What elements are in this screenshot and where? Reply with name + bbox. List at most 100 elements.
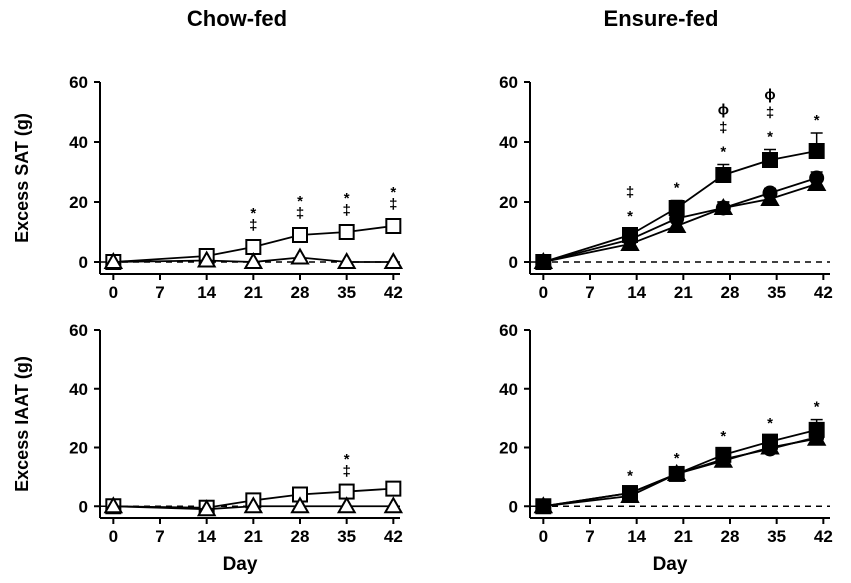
data-point-square xyxy=(385,480,402,497)
column-title-ensure: Ensure-fed xyxy=(604,6,719,31)
data-point-triangle xyxy=(713,450,734,468)
data-point-triangle xyxy=(806,428,827,446)
y-tick-label: 20 xyxy=(69,439,88,458)
data-point-triangle xyxy=(666,463,687,481)
data-point-triangle xyxy=(760,437,780,455)
x-tick-label: 35 xyxy=(767,527,786,546)
significance-mark: ‡ xyxy=(719,120,727,137)
data-point-square xyxy=(292,227,308,243)
y-axis-label: Excess IAAT (g) xyxy=(12,356,32,492)
x-tick-label: 42 xyxy=(384,527,403,546)
x-tick-label: 42 xyxy=(814,527,833,546)
data-point-triangle xyxy=(713,197,734,215)
series-line xyxy=(543,437,817,508)
significance-mark: ‡ xyxy=(342,202,350,219)
data-point-triangle xyxy=(103,251,124,269)
significance-mark: * xyxy=(814,399,820,416)
x-tick-label: 28 xyxy=(721,527,740,546)
x-tick-label: 0 xyxy=(109,283,118,302)
data-point-square xyxy=(245,239,262,255)
y-tick-label: 40 xyxy=(499,133,518,152)
data-point-triangle xyxy=(383,251,404,269)
x-tick-label: 42 xyxy=(384,283,403,302)
data-point-triangle xyxy=(103,496,124,514)
significance-mark: ϕ xyxy=(764,87,775,104)
x-tick-label: 42 xyxy=(814,283,833,302)
data-point-triangle xyxy=(383,496,404,514)
data-point-square xyxy=(385,218,402,234)
data-point-triangle xyxy=(760,188,780,206)
significance-mark: * xyxy=(627,208,633,225)
x-tick-label: 7 xyxy=(155,283,164,302)
y-tick-label: 60 xyxy=(499,321,518,340)
y-tick-label: 60 xyxy=(499,73,518,92)
series-line xyxy=(543,177,817,263)
significance-mark: * xyxy=(814,112,820,129)
x-tick-label: 14 xyxy=(627,527,646,546)
significance-mark: ‡ xyxy=(766,105,774,122)
x-tick-label: 7 xyxy=(585,527,594,546)
significance-mark: * xyxy=(767,129,773,146)
series-filled-square xyxy=(535,132,825,270)
y-tick-label: 60 xyxy=(69,321,88,340)
x-tick-label: 21 xyxy=(674,527,693,546)
y-tick-label: 0 xyxy=(509,497,518,516)
x-tick-label: 14 xyxy=(197,283,216,302)
y-tick-label: 60 xyxy=(69,73,88,92)
x-tick-label: 21 xyxy=(244,527,263,546)
x-tick-label: 35 xyxy=(337,527,356,546)
data-point-triangle xyxy=(290,496,310,514)
x-tick-label: 0 xyxy=(539,527,548,546)
y-tick-label: 20 xyxy=(499,193,518,212)
x-tick-label: 28 xyxy=(721,283,740,302)
x-tick-label: 7 xyxy=(155,527,164,546)
column-title-chow: Chow-fed xyxy=(187,6,287,31)
significance-mark: * xyxy=(344,451,350,468)
x-tick-label: 28 xyxy=(291,527,310,546)
significance-mark: ϕ xyxy=(718,102,729,119)
x-axis-label: Day xyxy=(653,554,688,575)
significance-mark: * xyxy=(344,190,350,207)
y-axis-label: Excess SAT (g) xyxy=(12,113,32,243)
data-point-triangle xyxy=(243,496,264,514)
series-filled-triangle xyxy=(533,173,827,269)
significance-mark: ‡ xyxy=(342,463,350,480)
x-tick-label: 14 xyxy=(197,527,216,546)
data-point-triangle xyxy=(243,251,264,269)
data-point-triangle xyxy=(533,251,554,269)
data-point-triangle xyxy=(290,247,310,265)
series-line xyxy=(113,505,394,511)
y-tick-label: 40 xyxy=(69,380,88,399)
y-tick-label: 0 xyxy=(79,497,88,516)
significance-mark: * xyxy=(720,428,726,445)
data-point-triangle xyxy=(196,499,217,517)
y-tick-label: 40 xyxy=(499,380,518,399)
significance-mark: * xyxy=(627,468,633,485)
series-open-triangle xyxy=(103,247,404,269)
x-tick-label: 0 xyxy=(109,527,118,546)
x-tick-label: 35 xyxy=(337,283,356,302)
significance-mark: * xyxy=(674,450,680,467)
data-point-triangle xyxy=(806,173,827,191)
y-tick-label: 40 xyxy=(69,133,88,152)
x-tick-label: 14 xyxy=(627,283,646,302)
significance-mark: ‡ xyxy=(389,196,397,213)
y-tick-label: 0 xyxy=(79,253,88,272)
panel-bottom-left: 0 20 40 60 0 7 14 21 28 35 42 Excess IAAT (g) Day *‡ xyxy=(12,321,404,575)
data-point-square xyxy=(762,152,778,168)
significance-mark: * xyxy=(297,193,303,210)
significance-mark: * xyxy=(767,415,773,432)
significance-mark: * xyxy=(720,144,726,161)
data-point-triangle xyxy=(196,250,217,268)
panel-bottom-right: 0 20 40 60 0 7 14 21 28 35 42 Day * * * * * xyxy=(499,321,833,575)
data-point-triangle xyxy=(336,251,357,269)
data-point-triangle xyxy=(620,485,640,503)
significance-mark: ‡ xyxy=(249,217,257,234)
x-tick-label: 21 xyxy=(244,283,263,302)
x-tick-label: 35 xyxy=(767,283,786,302)
series-filled-triangle xyxy=(533,428,827,514)
